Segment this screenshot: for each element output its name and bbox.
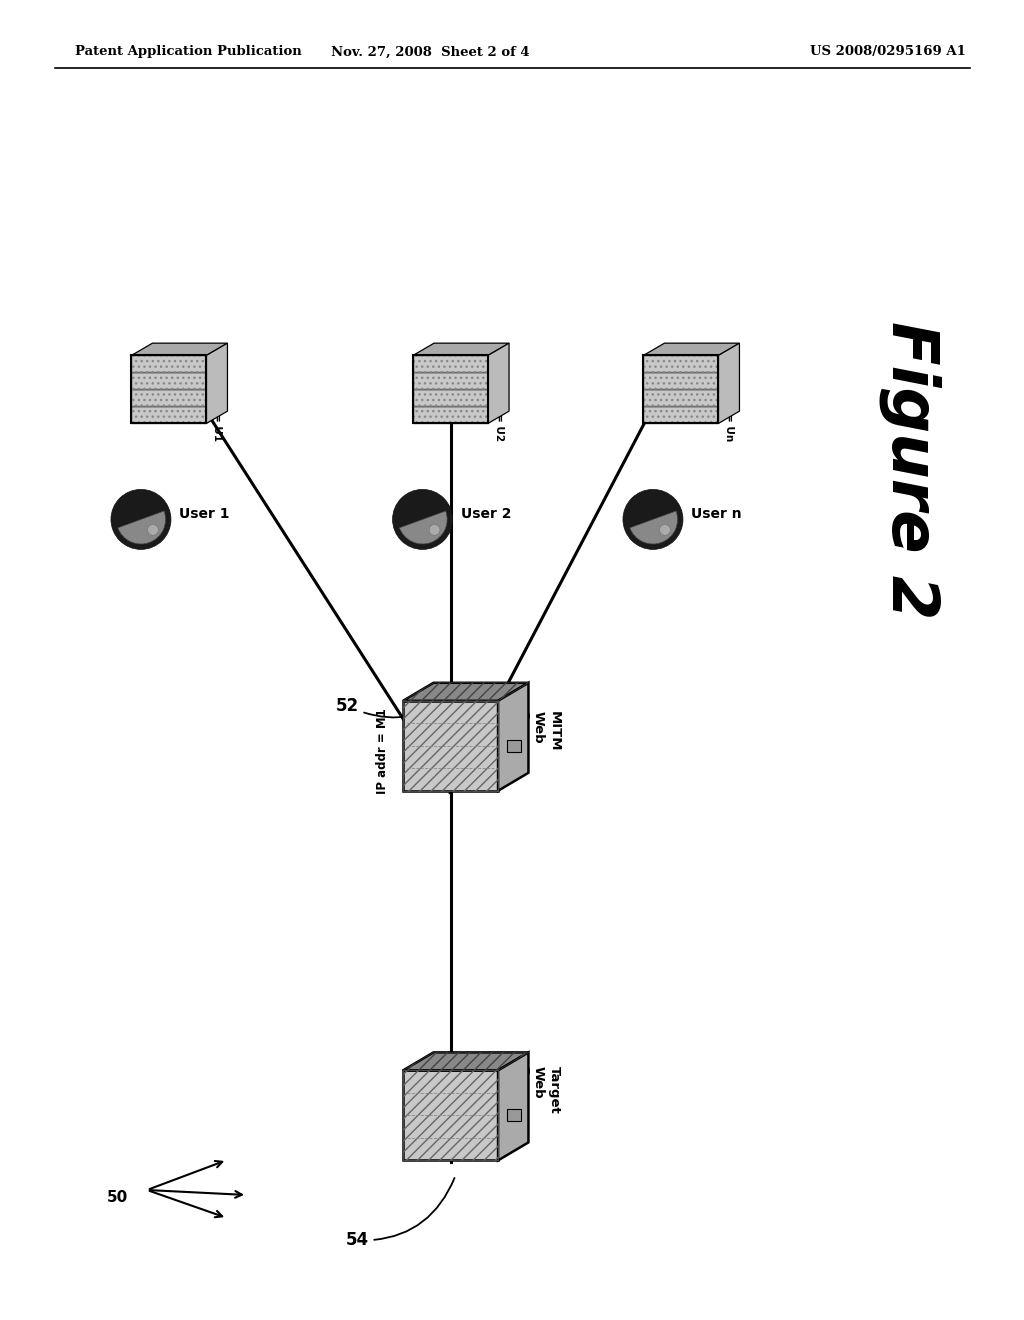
Bar bbox=[131, 355, 207, 372]
Bar bbox=[403, 1071, 498, 1160]
Circle shape bbox=[111, 490, 171, 549]
Text: 50: 50 bbox=[106, 1191, 128, 1205]
Text: User n: User n bbox=[691, 507, 741, 521]
Bar bbox=[413, 372, 488, 389]
Text: IP addr = U1: IP addr = U1 bbox=[212, 367, 222, 441]
Bar bbox=[413, 407, 488, 424]
Polygon shape bbox=[131, 343, 227, 355]
Wedge shape bbox=[630, 511, 678, 544]
Bar bbox=[403, 701, 498, 791]
Text: 52: 52 bbox=[336, 697, 454, 718]
Circle shape bbox=[147, 524, 159, 536]
Bar bbox=[413, 372, 488, 389]
Polygon shape bbox=[403, 1052, 528, 1071]
Wedge shape bbox=[399, 511, 447, 544]
Circle shape bbox=[429, 524, 440, 536]
Bar bbox=[131, 372, 207, 389]
Bar bbox=[131, 355, 207, 424]
Bar bbox=[643, 407, 719, 424]
Text: MITM
Web
Server: MITM Web Server bbox=[515, 711, 560, 760]
Circle shape bbox=[392, 490, 453, 549]
Text: Figure 2: Figure 2 bbox=[879, 321, 941, 619]
Bar bbox=[403, 1071, 498, 1160]
Text: Patent Application Publication: Patent Application Publication bbox=[75, 45, 302, 58]
Bar bbox=[413, 407, 488, 424]
Text: User 2: User 2 bbox=[461, 507, 511, 521]
Bar bbox=[413, 355, 488, 424]
Bar bbox=[413, 389, 488, 407]
Text: User 1: User 1 bbox=[179, 507, 229, 521]
Polygon shape bbox=[403, 682, 528, 701]
Polygon shape bbox=[498, 1052, 528, 1160]
Bar bbox=[131, 355, 207, 372]
Text: IP addr = M1: IP addr = M1 bbox=[376, 708, 389, 793]
Bar bbox=[507, 1109, 521, 1122]
Text: US 2008/0295169 A1: US 2008/0295169 A1 bbox=[810, 45, 966, 58]
Bar bbox=[413, 389, 488, 407]
Bar bbox=[131, 407, 207, 424]
Bar bbox=[643, 389, 719, 407]
Polygon shape bbox=[413, 343, 509, 355]
Bar bbox=[643, 372, 719, 389]
Circle shape bbox=[623, 490, 683, 549]
Bar bbox=[507, 739, 521, 752]
Bar bbox=[413, 355, 488, 372]
Bar bbox=[643, 355, 719, 372]
Text: 54: 54 bbox=[345, 1177, 455, 1250]
Bar bbox=[643, 389, 719, 407]
Polygon shape bbox=[498, 682, 528, 791]
Polygon shape bbox=[643, 343, 739, 355]
Text: Nov. 27, 2008  Sheet 2 of 4: Nov. 27, 2008 Sheet 2 of 4 bbox=[331, 45, 529, 58]
Text: IP addr = Un: IP addr = Un bbox=[724, 367, 734, 441]
Polygon shape bbox=[488, 343, 509, 424]
Bar bbox=[131, 407, 207, 424]
Text: Target
Web
Server: Target Web Server bbox=[515, 1065, 560, 1115]
Bar bbox=[643, 355, 719, 372]
Text: IP addr = U2: IP addr = U2 bbox=[494, 367, 504, 441]
Circle shape bbox=[659, 524, 671, 536]
Bar bbox=[643, 407, 719, 424]
Bar bbox=[131, 389, 207, 407]
Bar bbox=[131, 389, 207, 407]
Bar bbox=[403, 701, 498, 791]
Bar bbox=[131, 372, 207, 389]
Polygon shape bbox=[207, 343, 227, 424]
Bar bbox=[643, 372, 719, 389]
Polygon shape bbox=[719, 343, 739, 424]
Bar bbox=[643, 355, 719, 424]
Bar bbox=[413, 355, 488, 372]
Wedge shape bbox=[118, 511, 166, 544]
